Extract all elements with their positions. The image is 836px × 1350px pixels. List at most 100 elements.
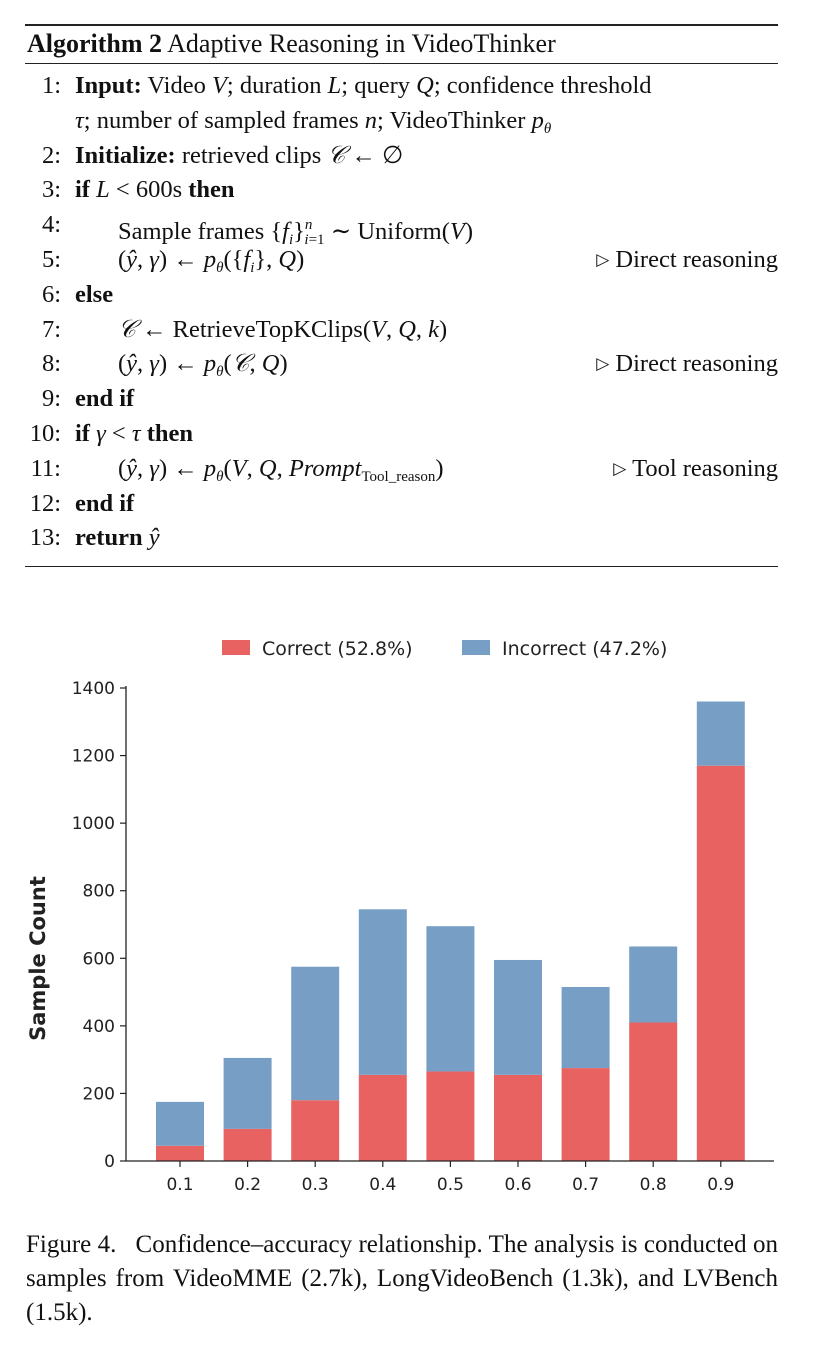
- end-if-keyword: end if: [75, 385, 135, 413]
- return-keyword: return: [75, 524, 143, 552]
- init-text: retrieved clips: [181, 141, 322, 169]
- x-tick-label-0.4: 0.4: [369, 1175, 396, 1195]
- algorithm-line-13: 13: return ŷ: [25, 521, 778, 556]
- x-tick-label-0.8: 0.8: [640, 1175, 667, 1195]
- then-keyword: then: [146, 419, 194, 447]
- line-number: 10:: [29, 419, 61, 447]
- initialize-keyword: Initialize:: [75, 141, 176, 169]
- algorithm-line-8: 8: (ŷ, γ) ← pθ(𝒞, Q) ▷ Direct reasoning: [25, 347, 778, 382]
- figure-label: Figure 4.: [26, 1231, 117, 1258]
- algorithm-line-3: 3: if L < 600s then: [25, 173, 778, 208]
- bar-incorrect-0.4: [358, 909, 407, 1075]
- line-number: 13:: [29, 524, 61, 552]
- stacked-bar-chart: Correct (52.8%) Incorrect (47.2%) 0 200 400 6…: [0, 620, 836, 1210]
- end-if-keyword: end if: [75, 489, 135, 517]
- figure-caption-text: Confidence–accuracy relationship. The an…: [26, 1231, 779, 1326]
- line-number: 8:: [41, 350, 61, 378]
- line-number: 1:: [41, 72, 61, 99]
- bar-correct-0.6: [494, 1074, 542, 1161]
- legend-swatch-incorrect: [462, 640, 490, 655]
- line-number: 9:: [41, 385, 61, 413]
- algorithm-title: Algorithm 2 Adaptive Reasoning in VideoT…: [25, 26, 778, 63]
- comment-text: Tool reasoning: [632, 454, 778, 482]
- comment-text: Direct reasoning: [615, 350, 778, 378]
- algorithm-line-10: 10: if γ < τ then: [25, 417, 778, 452]
- line-number: 3:: [41, 176, 61, 204]
- line-number: 2:: [41, 141, 61, 169]
- bar-incorrect-0.3: [291, 966, 340, 1101]
- triangle-icon: ▷: [613, 458, 627, 478]
- bar-incorrect-0.6: [494, 959, 542, 1075]
- prompt-subscript: Tool_reason: [361, 468, 436, 485]
- line-number: 7:: [41, 315, 61, 343]
- figure-caption: Figure 4. Confidence–accuracy relationsh…: [26, 1228, 778, 1330]
- y-tick-label-1000: 1000: [72, 814, 115, 834]
- line-number: 6:: [41, 280, 61, 308]
- uniform-text: Uniform: [357, 218, 442, 246]
- x-tick-label-0.6: 0.6: [504, 1175, 531, 1195]
- bar-correct-0.7: [561, 1068, 610, 1161]
- algorithm-line-12: 12: end if: [25, 487, 778, 522]
- line-number: 5:: [41, 245, 61, 273]
- y-tick-label-200: 200: [83, 1084, 115, 1104]
- y-tick-label-800: 800: [83, 882, 115, 902]
- algorithm-body: 1: Input: Video V; duration L; query Q; …: [25, 64, 778, 566]
- algorithm-line-1-cont: τ; number of sampled frames n; VideoThin…: [75, 106, 552, 137]
- bar-correct-0.3: [291, 1100, 340, 1161]
- bar-correct-0.9: [696, 765, 745, 1161]
- if-keyword: if: [75, 419, 90, 447]
- algorithm-name: Adaptive Reasoning in VideoThinker: [167, 29, 556, 58]
- bar-correct-0.2: [223, 1128, 272, 1161]
- bar-correct-0.1: [156, 1145, 204, 1161]
- retrieve-function: RetrieveTopKClips: [172, 315, 363, 343]
- algorithm-line-4: 4: Sample frames {fi}ni=1 ∼ Uniform(V): [25, 208, 778, 248]
- comment-tool-reasoning: ▷ Tool reasoning: [613, 452, 778, 489]
- y-tick-label-0: 0: [104, 1152, 115, 1172]
- bar-incorrect-0.1: [156, 1101, 204, 1146]
- bar-incorrect-0.8: [629, 946, 678, 1023]
- line-number: 11:: [30, 454, 61, 482]
- x-tick-label-0.3: 0.3: [302, 1175, 329, 1195]
- y-axis-label: Sample Count: [26, 876, 50, 1041]
- else-keyword: else: [75, 280, 114, 308]
- line-number: 12:: [29, 489, 61, 517]
- algorithm-block: Algorithm 2 Adaptive Reasoning in VideoT…: [25, 24, 778, 568]
- triangle-icon: ▷: [596, 249, 610, 269]
- chart-canvas: Correct (52.8%) Incorrect (47.2%) 0 200 400 6…: [26, 638, 774, 1195]
- algorithm-line-5: 5: (ŷ, γ) ← pθ({fi}, Q) ▷ Direct reasoni…: [25, 243, 778, 278]
- algorithm-line-9: 9: end if: [25, 382, 778, 417]
- bar-correct-0.5: [426, 1071, 475, 1161]
- algorithm-top-rule: [25, 24, 778, 26]
- x-tick-label-0.9: 0.9: [707, 1175, 734, 1195]
- x-tick-label-0.2: 0.2: [234, 1175, 261, 1195]
- x-tick-label-0.1: 0.1: [166, 1175, 193, 1195]
- bar-incorrect-0.9: [696, 701, 745, 766]
- triangle-icon: ▷: [596, 354, 610, 374]
- y-tick-label-600: 600: [83, 949, 115, 969]
- bar-incorrect-0.2: [223, 1057, 272, 1129]
- y-tick-label-400: 400: [83, 1017, 115, 1037]
- algorithm-label: Algorithm 2: [27, 29, 163, 58]
- algorithm-line-7: 7: 𝒞 ← RetrieveTopKClips(V, Q, k): [25, 313, 778, 348]
- algorithm-line-11: 11: (ŷ, γ) ← pθ(V, Q, PromptTool_reason)…: [25, 452, 778, 487]
- bar-correct-0.8: [629, 1022, 678, 1161]
- x-tick-label-0.5: 0.5: [437, 1175, 464, 1195]
- algorithm-bottom-rule: [25, 566, 778, 568]
- x-tick-label-0.7: 0.7: [572, 1175, 599, 1195]
- legend-swatch-correct: [222, 640, 250, 655]
- sample-text: Sample frames: [118, 218, 265, 246]
- algorithm-line-1: 1: Input: Video V; duration L; query Q; …: [25, 69, 778, 104]
- line-number: 4:: [41, 211, 61, 239]
- algorithm-line-6: 6: else: [25, 278, 778, 313]
- comment-text: Direct reasoning: [615, 245, 778, 273]
- bar-incorrect-0.5: [426, 926, 475, 1072]
- algorithm-line-2: 2: Initialize: retrieved clips 𝒞 ← ∅: [25, 139, 778, 174]
- algorithm-mid-rule: [25, 63, 778, 64]
- comment-direct-reasoning: ▷ Direct reasoning: [596, 243, 778, 280]
- y-tick-label-1400: 1400: [72, 679, 115, 699]
- legend-label-correct: Correct (52.8%): [262, 638, 413, 660]
- if-keyword: if: [75, 176, 90, 204]
- comment-direct-reasoning: ▷ Direct reasoning: [596, 347, 778, 384]
- y-tick-label-1200: 1200: [72, 747, 115, 767]
- input-keyword: Input:: [75, 72, 142, 99]
